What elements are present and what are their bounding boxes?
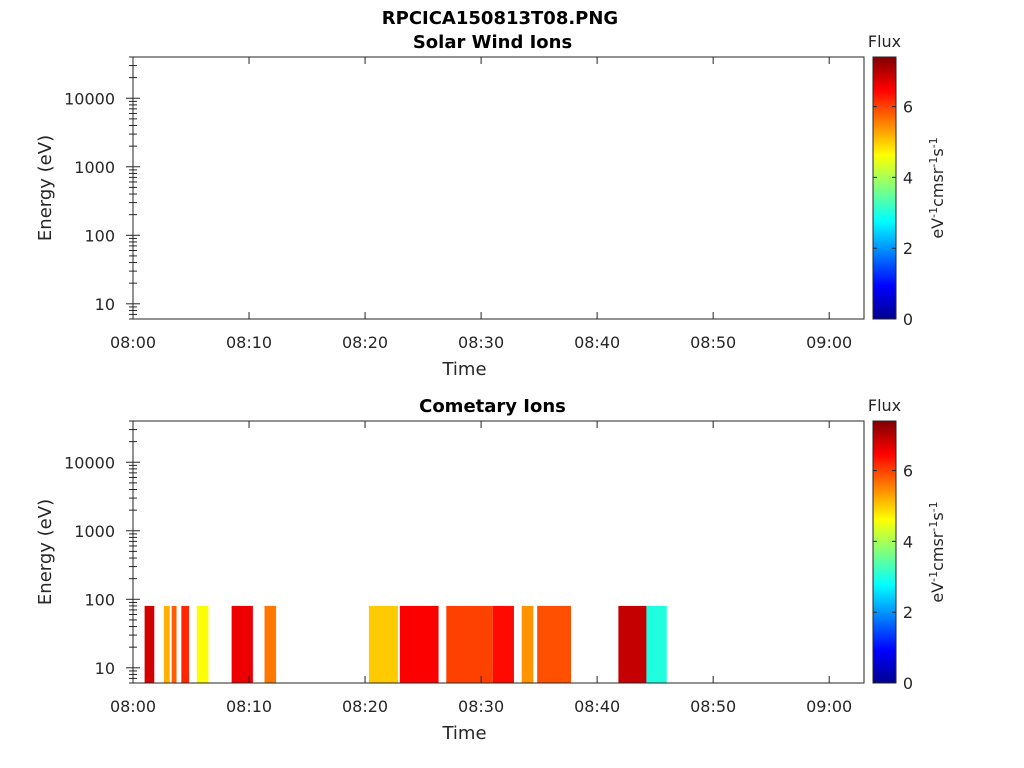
colorbar-tick-label: 0 <box>903 674 913 693</box>
colorbar-tick-label: 0 <box>903 310 913 329</box>
x-tick-label: 09:00 <box>806 333 852 352</box>
colorbar-unit-part: -1 <box>927 501 940 512</box>
colorbar <box>872 56 897 320</box>
colorbar-unit-part: cm <box>928 183 947 207</box>
colorbar <box>872 420 897 684</box>
x-tick-label: 08:10 <box>226 697 272 716</box>
x-tick-label: 08:50 <box>690 697 736 716</box>
colorbar-unit-part: s <box>928 512 947 520</box>
colorbar-unit-part: cm <box>928 547 947 571</box>
y-axis-label: Energy (eV) <box>35 499 56 605</box>
panel-title: Cometary Ions <box>419 396 566 417</box>
plot-frame <box>132 56 865 320</box>
colorbar-tick-label: 6 <box>903 462 913 481</box>
flux-segment <box>196 605 209 683</box>
colorbar-unit-part: eV <box>928 218 947 239</box>
plot-frame <box>132 420 865 684</box>
x-tick-label: 08:40 <box>574 697 620 716</box>
colorbar-tick-label: 2 <box>903 603 913 622</box>
y-tick-label: 100 <box>84 226 115 245</box>
x-tick-label: 08:50 <box>690 333 736 352</box>
x-tick-label: 08:30 <box>458 333 504 352</box>
x-tick-label: 08:40 <box>574 333 620 352</box>
y-tick-label: 10000 <box>64 453 115 472</box>
colorbar-unit-label: eV-1cmsr-1s-1 <box>927 501 948 602</box>
flux-segment <box>163 605 170 683</box>
flux-segment <box>646 605 667 683</box>
colorbar-title: Flux <box>868 396 901 415</box>
colorbar-tick-label: 4 <box>903 168 913 187</box>
y-tick-label: 1000 <box>74 522 115 541</box>
figure-title: RPCICA150813T08.PNG <box>382 8 618 29</box>
colorbar-unit-part: s <box>928 148 947 156</box>
panel-1: Solar Wind Ions 10 100 1000 10000 08:00 08:10 0… <box>35 32 947 380</box>
panel-title: Solar Wind Ions <box>413 32 572 53</box>
colorbar-unit-part: -1 <box>927 137 940 148</box>
flux-segment <box>181 605 190 683</box>
flux-segment <box>368 605 398 683</box>
colorbar-unit-part: -1 <box>927 157 940 168</box>
colorbar-unit-label: eV-1cmsr-1s-1 <box>927 137 948 238</box>
colorbar-unit-part: sr <box>928 531 947 546</box>
flux-segment <box>399 605 439 683</box>
flux-segment <box>231 605 253 683</box>
y-tick-label: 10000 <box>64 89 115 108</box>
y-tick-label: 10 <box>95 659 115 678</box>
colorbar-unit-part: -1 <box>927 521 940 532</box>
x-tick-label: 09:00 <box>806 697 852 716</box>
panel-2: Cometary Ions 10 100 1000 10000 08:00 08:10 08:… <box>35 396 947 744</box>
flux-segment <box>446 605 493 683</box>
flux-segment <box>144 605 155 683</box>
x-tick-label: 08:10 <box>226 333 272 352</box>
flux-segment <box>618 605 647 683</box>
colorbar-title: Flux <box>868 32 901 51</box>
x-tick-label: 08:20 <box>342 333 388 352</box>
colorbar-tick-label: 4 <box>903 532 913 551</box>
colorbar-unit-part: eV <box>928 582 947 603</box>
x-axis-label: Time <box>441 359 486 380</box>
colorbar-tick-label: 2 <box>903 239 913 258</box>
x-tick-label: 08:00 <box>110 697 156 716</box>
flux-segment <box>537 605 572 683</box>
y-axis-label: Energy (eV) <box>35 135 56 241</box>
y-tick-label: 100 <box>84 590 115 609</box>
x-tick-label: 08:00 <box>110 333 156 352</box>
x-axis-label: Time <box>441 723 486 744</box>
x-tick-label: 08:20 <box>342 697 388 716</box>
flux-segment <box>171 605 177 683</box>
colorbar-unit-part: sr <box>928 167 947 182</box>
flux-segment <box>492 605 514 683</box>
colorbar-tick-label: 6 <box>903 98 913 117</box>
flux-segment <box>264 605 277 683</box>
y-tick-label: 1000 <box>74 158 115 177</box>
colorbar-unit-part: -1 <box>927 207 940 218</box>
x-tick-label: 08:30 <box>458 697 504 716</box>
flux-segment <box>521 605 534 683</box>
colorbar-unit-part: -1 <box>927 571 940 582</box>
y-tick-label: 10 <box>95 295 115 314</box>
